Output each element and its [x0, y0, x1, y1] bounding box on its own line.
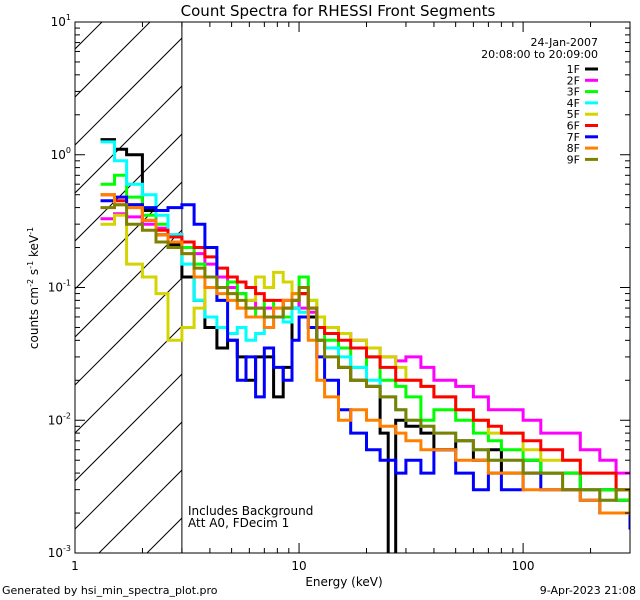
- annotation-attenuator: Att A0, FDecim 1: [188, 516, 289, 530]
- hatch-line: [75, 37, 182, 146]
- y-tick-label: 100: [51, 146, 71, 162]
- generated-by: Generated by hsi_min_spectra_plot.pro: [2, 584, 218, 597]
- y-axis-label: counts cm-2 s-1 keV-1: [26, 227, 41, 349]
- chart-title: Count Spectra for RHESSI Front Segments: [181, 2, 496, 20]
- hatch-line: [98, 469, 182, 553]
- y-tick-label: 10-3: [48, 544, 71, 560]
- observation-date: 24-Jan-2007: [531, 36, 599, 49]
- legend-label-1F: 1F: [567, 63, 580, 76]
- legend-label-6F: 6F: [567, 120, 580, 133]
- hatch-line: [75, 421, 182, 530]
- x-tick-label: 1: [71, 559, 79, 573]
- hatch-line: [75, 325, 182, 434]
- y-tick-label: 10-1: [48, 279, 71, 295]
- legend-label-8F: 8F: [567, 142, 580, 155]
- legend-label-2F: 2F: [567, 74, 580, 87]
- series-9F: [100, 203, 630, 513]
- hatched-region: [0, 0, 182, 553]
- x-axis-label: Energy (keV): [305, 575, 382, 589]
- y-tick-label: 101: [51, 13, 71, 29]
- hatch-line: [75, 373, 182, 482]
- hatch-line: [75, 181, 182, 290]
- hatch-line: [0, 0, 123, 553]
- x-tick-label: 10: [291, 559, 306, 573]
- legend-label-9F: 9F: [567, 153, 580, 166]
- plot-timestamp: 9-Apr-2023 21:08: [540, 584, 636, 597]
- legend-label-4F: 4F: [567, 97, 580, 110]
- x-tick-label: 100: [512, 559, 535, 573]
- legend-label-7F: 7F: [567, 131, 580, 144]
- y-tick-label: 10-2: [48, 411, 71, 427]
- legend-label-3F: 3F: [567, 86, 580, 99]
- legend-label-5F: 5F: [567, 108, 580, 121]
- hatch-line: [75, 277, 182, 386]
- hatch-line: [75, 229, 182, 338]
- annotation-background: Includes Background: [188, 504, 313, 518]
- series-3F: [100, 173, 630, 502]
- hatch-line: [75, 22, 151, 98]
- time-range: 20:08:00 to 20:09:00: [481, 48, 598, 61]
